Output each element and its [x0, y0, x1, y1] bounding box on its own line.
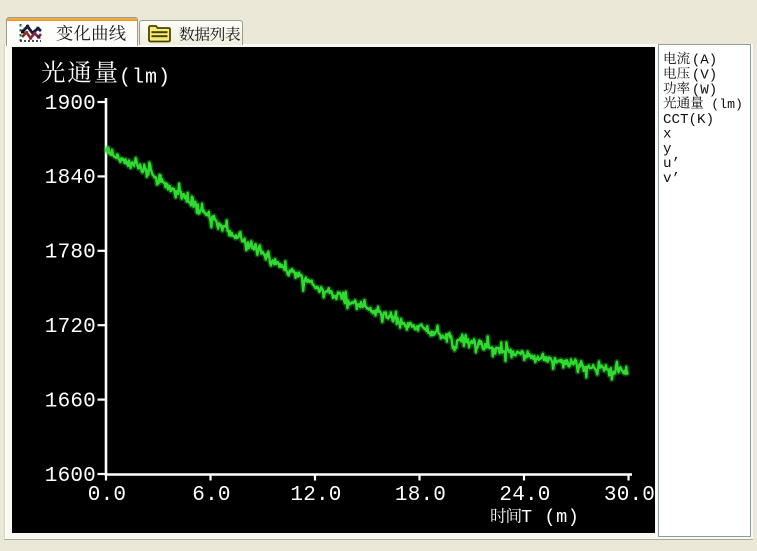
- svg-text:12.0: 12.0: [290, 484, 341, 507]
- svg-text:1780: 1780: [45, 242, 96, 265]
- svg-text:(lm): (lm): [711, 97, 743, 112]
- svg-text:1720: 1720: [45, 316, 96, 339]
- svg-text:v’: v’: [663, 171, 680, 187]
- svg-text:30.0: 30.0: [604, 484, 655, 507]
- svg-text:x: x: [663, 127, 672, 143]
- svg-text:1900: 1900: [45, 93, 96, 116]
- svg-text:18.0: 18.0: [395, 484, 446, 507]
- svg-text:1660: 1660: [45, 390, 96, 413]
- svg-text:u’: u’: [663, 156, 680, 172]
- svg-text:(lm): (lm): [119, 67, 171, 90]
- svg-text:0.0: 0.0: [88, 484, 126, 507]
- svg-text:CCT(K): CCT(K): [663, 112, 714, 128]
- svg-text:y: y: [663, 141, 672, 157]
- svg-text:(A): (A): [692, 53, 718, 69]
- svg-text:(W): (W): [692, 82, 718, 98]
- svg-text:24.0: 24.0: [499, 484, 550, 507]
- svg-text:1840: 1840: [45, 167, 96, 190]
- svg-text:(V): (V): [692, 68, 718, 84]
- svg-text:6.0: 6.0: [192, 484, 230, 507]
- svg-text:1600: 1600: [45, 465, 96, 488]
- svg-text:T (m): T (m): [521, 507, 580, 528]
